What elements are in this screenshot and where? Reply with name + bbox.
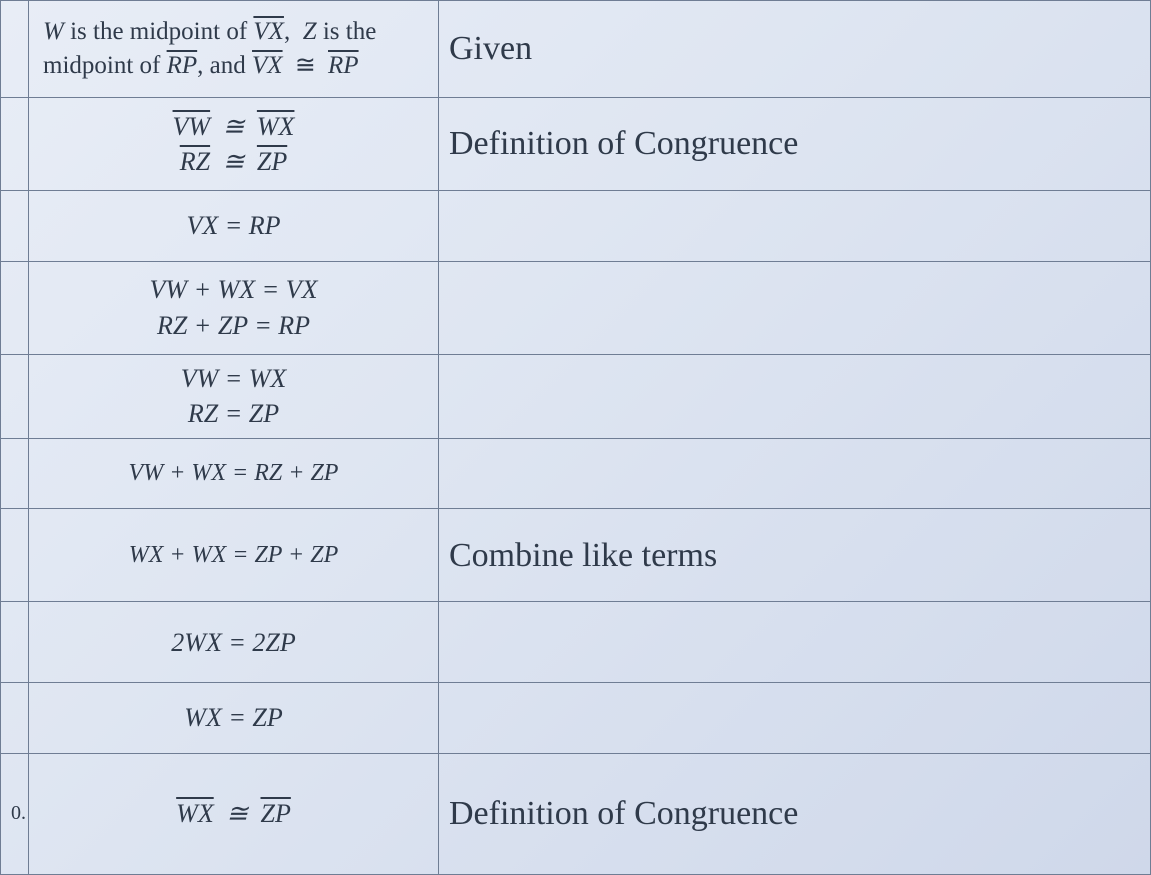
table-row: 2WX = 2ZP: [1, 602, 1151, 683]
statement: WX + WX = ZP + ZP: [29, 509, 439, 602]
row-number: [1, 438, 29, 509]
statement: 2WX = 2ZP: [29, 602, 439, 683]
row-number: [1, 1, 29, 98]
table-row: VW + WX = RZ + ZP: [1, 438, 1151, 509]
statement: VW = WXRZ = ZP: [29, 354, 439, 438]
reason[interactable]: [439, 438, 1151, 509]
statement: VW + WX = VXRZ + ZP = RP: [29, 261, 439, 354]
table-row: WX + WX = ZP + ZP Combine like terms: [1, 509, 1151, 602]
table-row: WX = ZP: [1, 682, 1151, 753]
reason[interactable]: [439, 682, 1151, 753]
row-number: [1, 354, 29, 438]
row-number: [1, 682, 29, 753]
proof-sheet: W is the midpoint of VX, Z is themidpoin…: [0, 0, 1151, 875]
reason[interactable]: Given: [439, 1, 1151, 98]
table-row: VW ≅ WXRZ ≅ ZP Definition of Congruence: [1, 97, 1151, 190]
table-row: VW = WXRZ = ZP: [1, 354, 1151, 438]
reason[interactable]: [439, 354, 1151, 438]
reason[interactable]: Definition of Congruence: [439, 97, 1151, 190]
reason[interactable]: [439, 190, 1151, 261]
statement: VX = RP: [29, 190, 439, 261]
reason[interactable]: Definition of Congruence: [439, 753, 1151, 874]
table-row: 0. WX ≅ ZP Definition of Congruence: [1, 753, 1151, 874]
row-number: [1, 261, 29, 354]
statement: VW ≅ WXRZ ≅ ZP: [29, 97, 439, 190]
table-row: W is the midpoint of VX, Z is themidpoin…: [1, 1, 1151, 98]
reason[interactable]: [439, 602, 1151, 683]
row-number: [1, 97, 29, 190]
proof-rows: W is the midpoint of VX, Z is themidpoin…: [1, 1, 1151, 875]
statement: VW + WX = RZ + ZP: [29, 438, 439, 509]
row-number: [1, 602, 29, 683]
proof-table: W is the midpoint of VX, Z is themidpoin…: [0, 0, 1151, 875]
table-row: VX = RP: [1, 190, 1151, 261]
statement: WX ≅ ZP: [29, 753, 439, 874]
statement: WX = ZP: [29, 682, 439, 753]
reason[interactable]: [439, 261, 1151, 354]
row-number: [1, 190, 29, 261]
row-number: [1, 509, 29, 602]
reason[interactable]: Combine like terms: [439, 509, 1151, 602]
statement: W is the midpoint of VX, Z is themidpoin…: [29, 1, 439, 98]
row-number: 0.: [1, 753, 29, 874]
table-row: VW + WX = VXRZ + ZP = RP: [1, 261, 1151, 354]
